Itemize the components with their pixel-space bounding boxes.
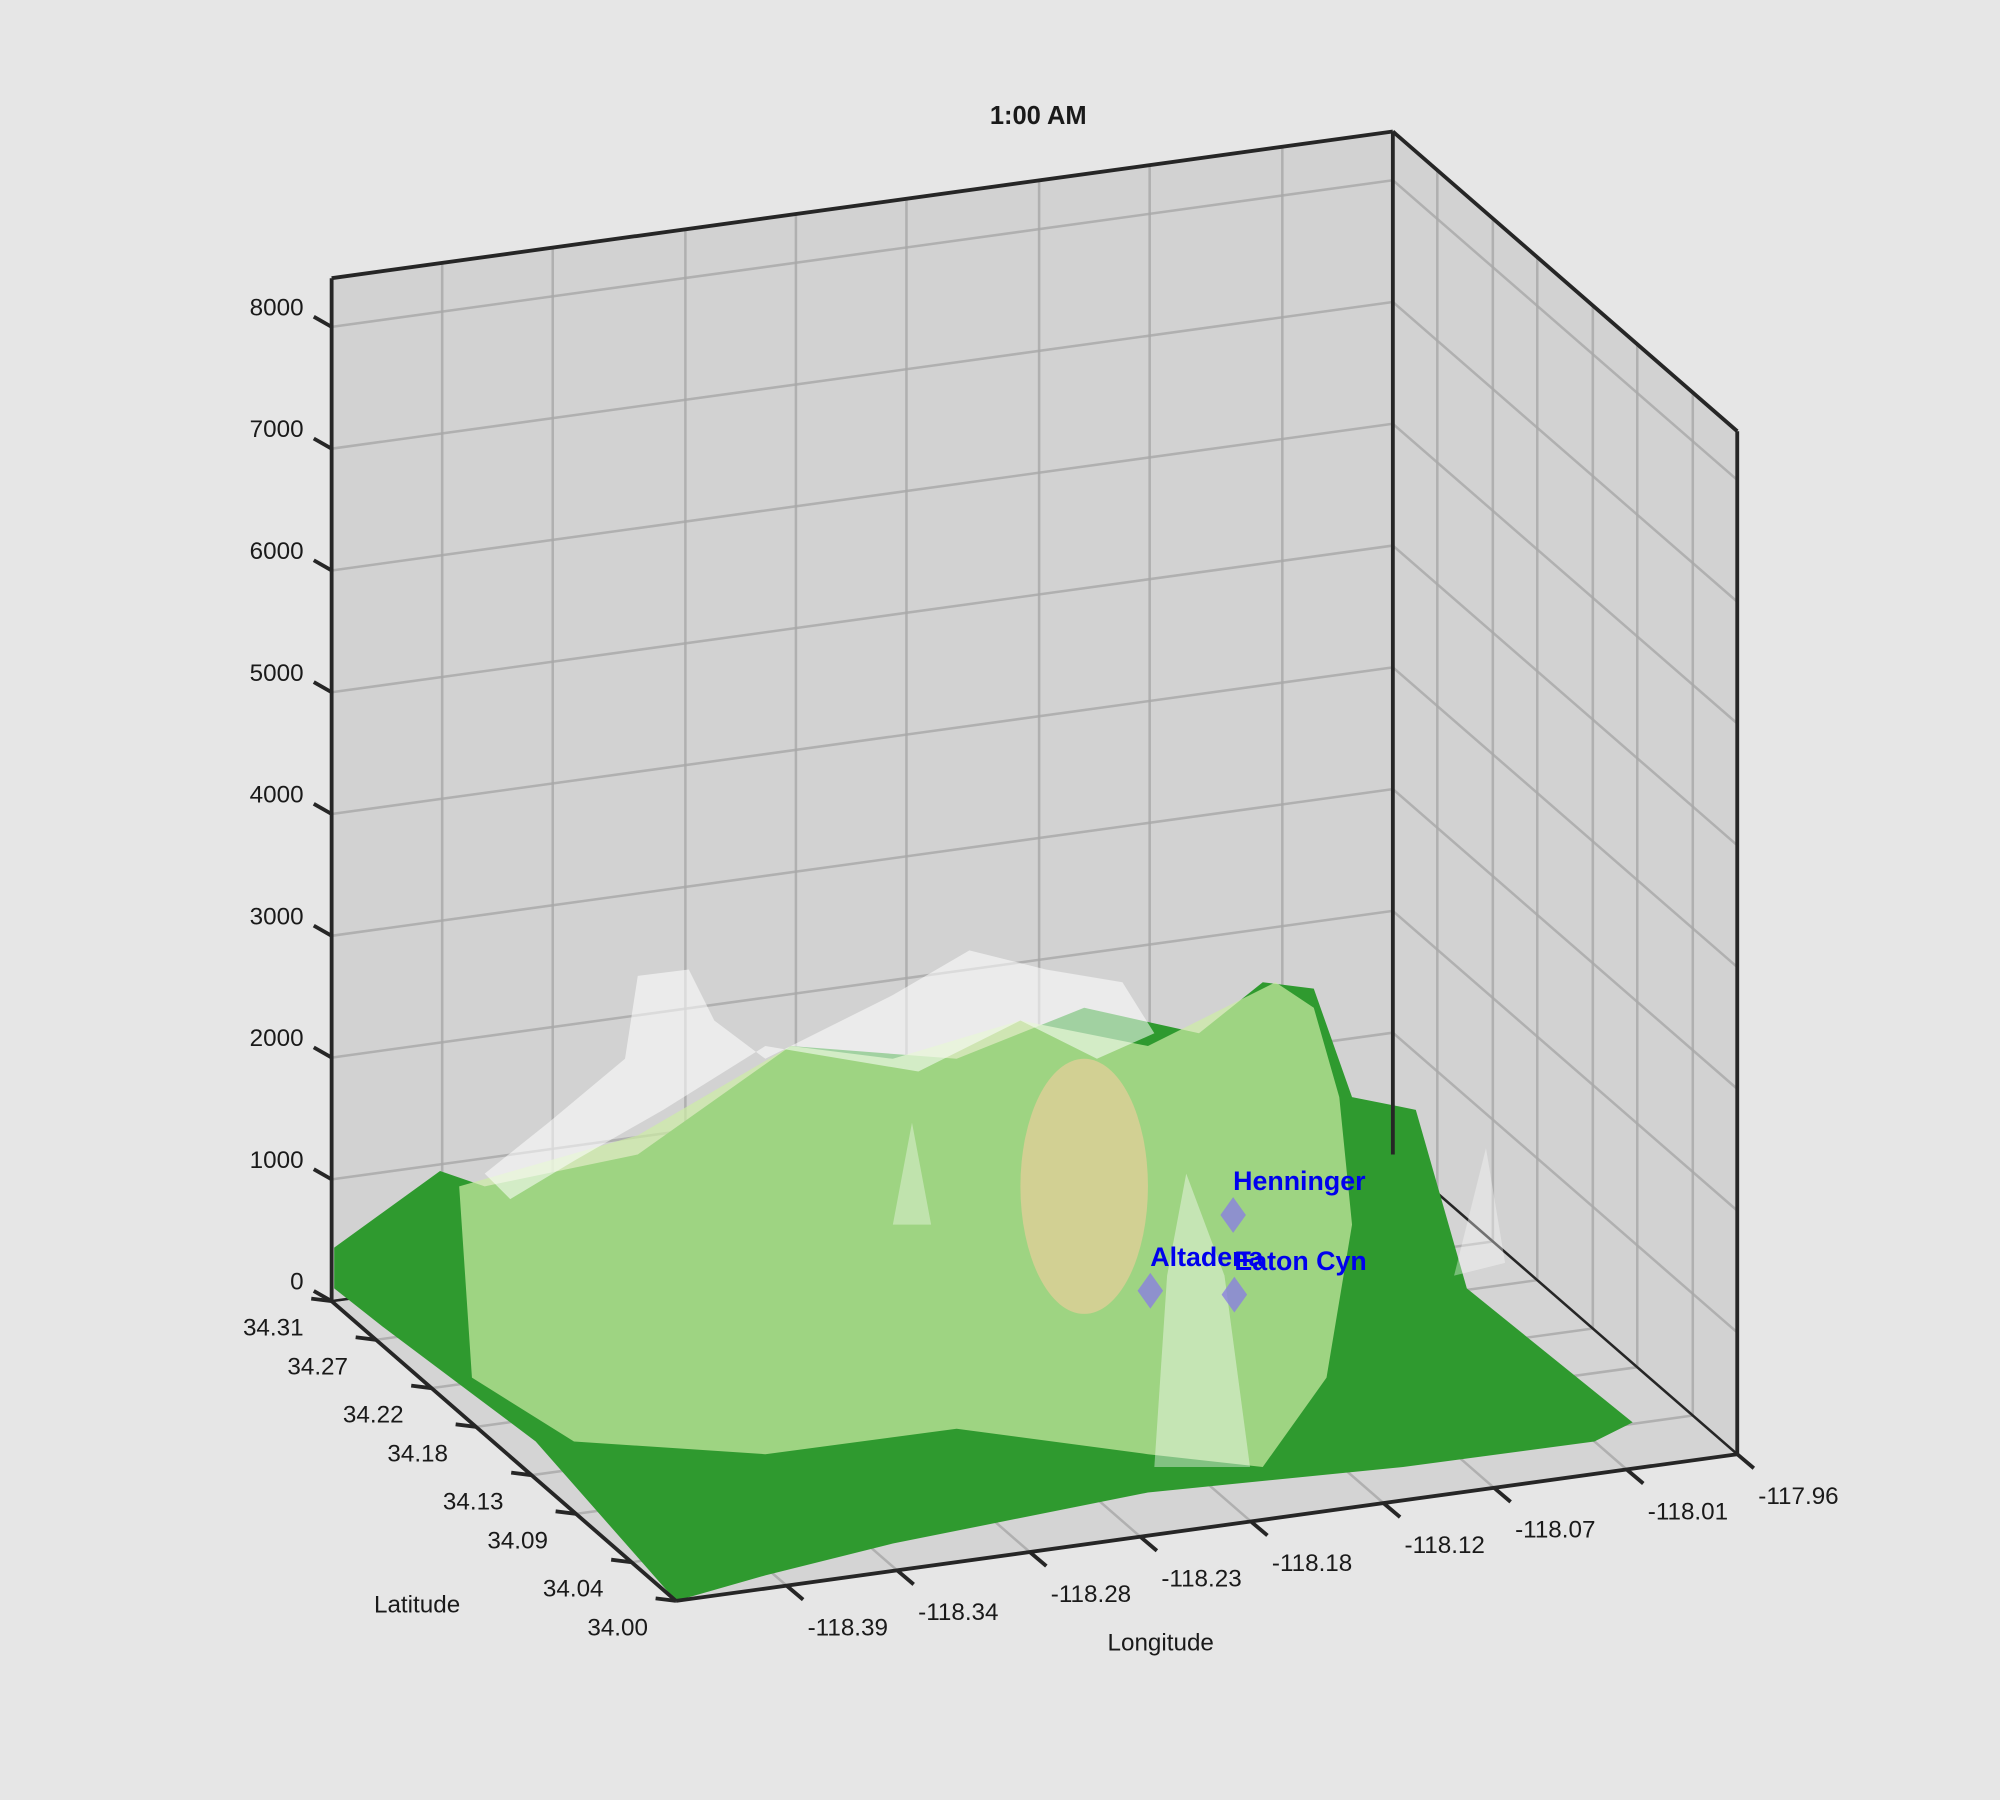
side-wall (1392, 131, 1738, 1455)
axis-edge (675, 1452, 1738, 1603)
z-tick-label: 2000 (250, 1025, 304, 1052)
tick-mark (312, 558, 333, 573)
tick-mark (1382, 1501, 1402, 1519)
terrain-surface (334, 950, 1633, 1601)
tick-mark (1625, 1468, 1645, 1485)
grid-line (331, 666, 1394, 816)
y-tick-label: 34.18 (387, 1440, 448, 1467)
z-tick-label: 8000 (250, 294, 304, 321)
terrain-snow (484, 950, 1155, 1200)
z-tick-label: 0 (290, 1269, 303, 1296)
axis-edge (1392, 1153, 1739, 1456)
grid-line (1392, 301, 1739, 603)
z-tick-label: 3000 (250, 903, 304, 930)
station-label: Altadena (1150, 1242, 1264, 1272)
tick-mark (1139, 1535, 1159, 1553)
y-axis-label: Latitude (374, 1591, 460, 1618)
y-tick-label: 34.00 (587, 1614, 648, 1641)
terrain-spike (1454, 1148, 1506, 1276)
chart-title: 1:00 AM (990, 102, 1087, 130)
station-marker (1221, 1276, 1248, 1313)
axis-edge (1391, 130, 1739, 433)
x-tick-label: -118.28 (1051, 1581, 1131, 1608)
axis-edge (331, 129, 1394, 281)
tick-mark (312, 1045, 333, 1060)
x-tick-label: -118.34 (918, 1599, 998, 1626)
x-tick-label: -118.07 (1515, 1517, 1595, 1544)
grid-line (1392, 179, 1739, 481)
tick-mark (312, 802, 333, 816)
tick-mark (312, 923, 333, 938)
x-tick-label: -118.23 (1161, 1565, 1241, 1592)
terrain-peak (1020, 1058, 1148, 1314)
tick-mark (355, 1335, 377, 1342)
y-tick-label: 34.09 (487, 1527, 548, 1554)
tick-mark (312, 436, 333, 451)
tick-mark (610, 1557, 632, 1565)
grid-line (1392, 422, 1739, 725)
grid-line (1392, 788, 1739, 1090)
grid-line (1392, 1031, 1739, 1334)
y-tick-label: 34.04 (543, 1576, 604, 1603)
grid-line (331, 787, 1394, 938)
z-tick-label: 5000 (250, 660, 304, 687)
x-tick-label: -117.96 (1758, 1483, 1838, 1510)
tick-mark (312, 680, 333, 694)
station-marker (1220, 1197, 1246, 1233)
axis-edge (330, 1299, 678, 1603)
y-tick-label: 34.22 (343, 1402, 404, 1429)
y-tick-label: 34.13 (443, 1489, 504, 1516)
tick-mark (785, 1584, 805, 1602)
z-tick-label: 6000 (250, 538, 304, 565)
tick-mark (895, 1568, 915, 1586)
station-label: Henninger (1233, 1166, 1366, 1196)
tick-mark (555, 1509, 577, 1516)
grid-line (331, 909, 1394, 1059)
grid-line (1392, 544, 1739, 847)
terrain-spike (892, 1122, 932, 1225)
z-tick-label: 4000 (250, 782, 304, 809)
z-tick-label: 1000 (250, 1147, 304, 1174)
grid-line (331, 300, 1394, 450)
station-marker (1137, 1272, 1164, 1309)
tick-mark (1028, 1550, 1048, 1568)
x-tick-label: -118.18 (1272, 1550, 1352, 1577)
tick-mark (310, 1296, 332, 1304)
tick-mark (655, 1596, 677, 1603)
grid-line (331, 422, 1394, 572)
tick-mark (312, 1167, 333, 1182)
tick-mark (455, 1422, 477, 1429)
terrain-spike (1154, 1173, 1250, 1467)
tick-mark (1492, 1486, 1512, 1504)
grid-line (1392, 666, 1739, 969)
grid-line (1392, 909, 1739, 1212)
tick-mark (410, 1383, 432, 1391)
grid-line (331, 544, 1394, 694)
x-axis-label: Longitude (1108, 1630, 1214, 1657)
axes: 0 1000 2000 3000 4000 5000 6000 7000 8000 34.00 34… (243, 129, 1839, 1641)
x-tick-label: -118.01 (1648, 1498, 1728, 1525)
x-tick-label: -118.12 (1405, 1532, 1485, 1559)
x-tick-label: -118.39 (808, 1614, 888, 1641)
z-tick-label: 7000 (250, 416, 304, 443)
station-label: Eaton Cyn (1234, 1246, 1366, 1276)
y-tick-label: 34.31 (243, 1315, 304, 1342)
tick-mark (1736, 1452, 1756, 1470)
tick-mark (510, 1470, 532, 1478)
y-tick-label: 34.27 (287, 1353, 348, 1380)
tick-mark (1249, 1519, 1269, 1537)
tick-mark (312, 315, 333, 329)
grid-line (331, 178, 1394, 329)
